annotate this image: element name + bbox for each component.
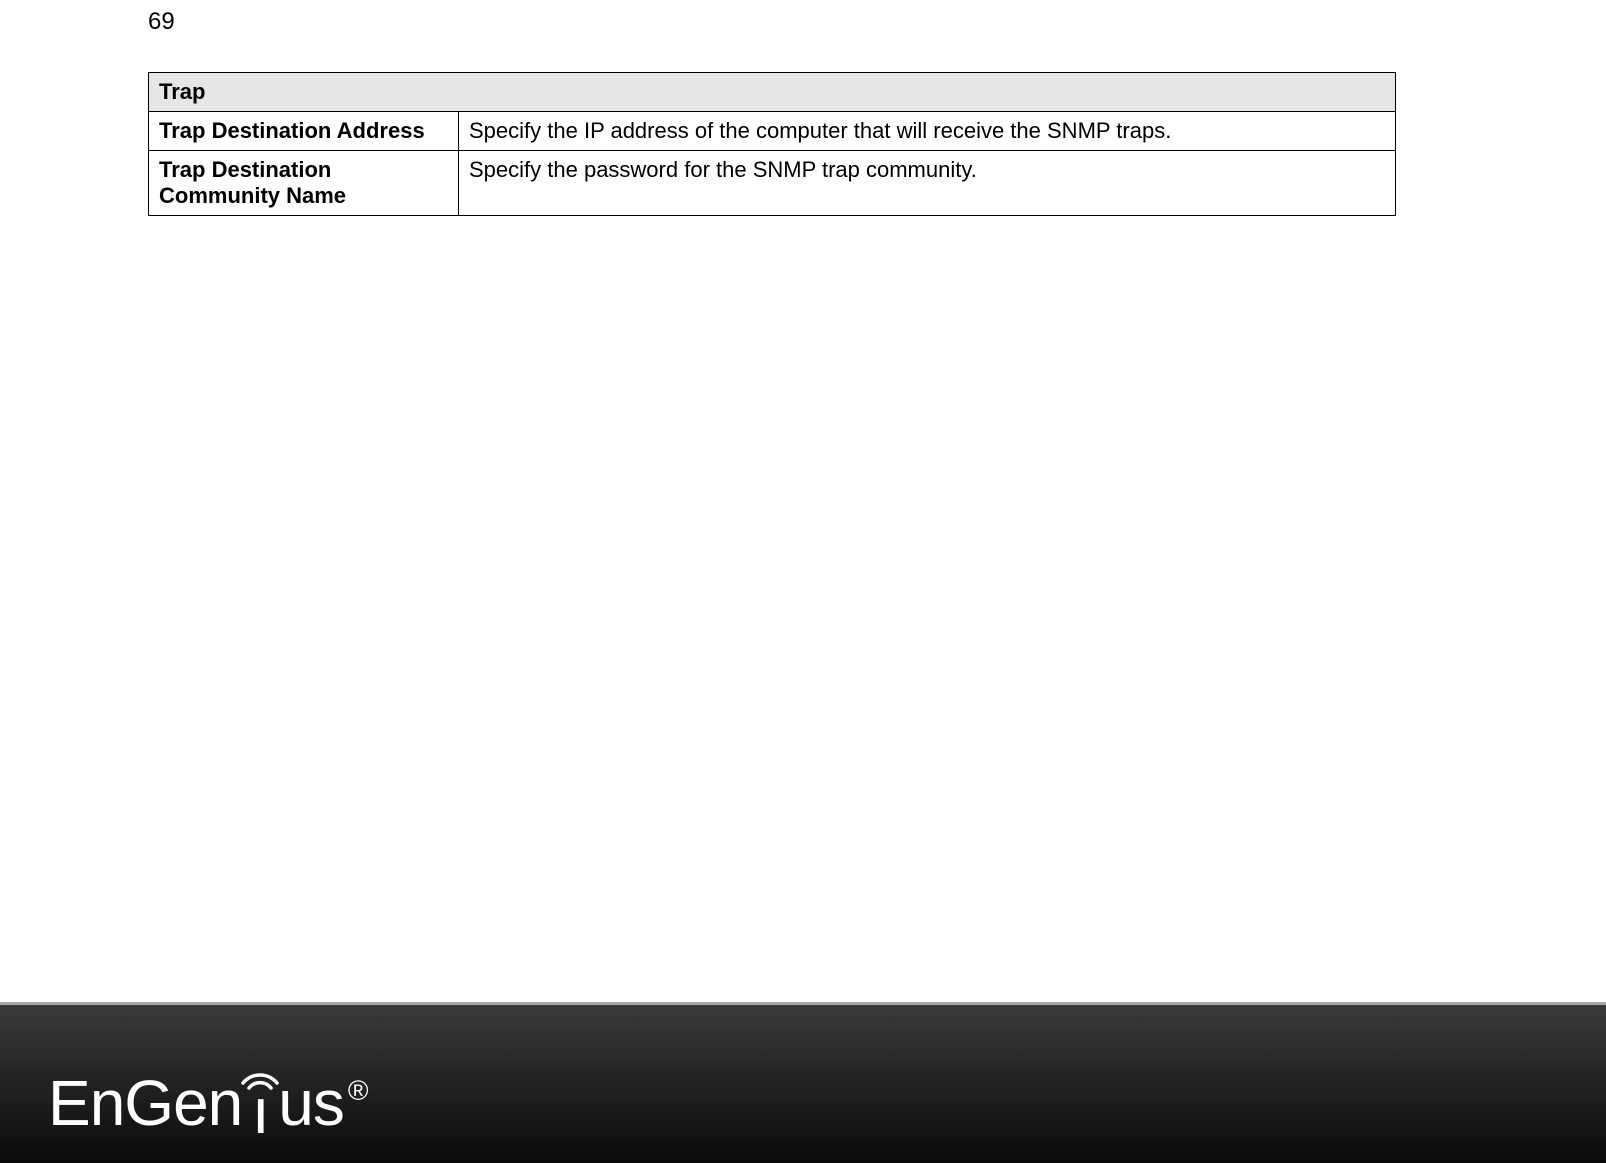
logo-wifi-i: ı <box>240 1063 280 1135</box>
row-label: Trap Destination Address <box>149 112 459 151</box>
table-row: Trap Destination Address Specify the IP … <box>149 112 1396 151</box>
table-row: Trap Destination Community Name Specify … <box>149 151 1396 216</box>
row-label: Trap Destination Community Name <box>149 151 459 216</box>
table-header-cell: Trap <box>149 73 1396 112</box>
row-desc: Specify the password for the SNMP trap c… <box>459 151 1396 216</box>
page-footer: EnGen ı us ® <box>0 1002 1606 1163</box>
trap-table: Trap Trap Destination Address Specify th… <box>148 72 1396 216</box>
logo-text-left: EnGen <box>48 1071 242 1135</box>
logo-letter-i: ı <box>252 1087 269 1135</box>
engenius-logo: EnGen ı us ® <box>48 1063 368 1135</box>
registered-mark: ® <box>348 1077 369 1105</box>
page-number: 69 <box>148 8 175 36</box>
table-header-row: Trap <box>149 73 1396 112</box>
row-desc: Specify the IP address of the computer t… <box>459 112 1396 151</box>
logo-text-right: us <box>278 1071 344 1135</box>
